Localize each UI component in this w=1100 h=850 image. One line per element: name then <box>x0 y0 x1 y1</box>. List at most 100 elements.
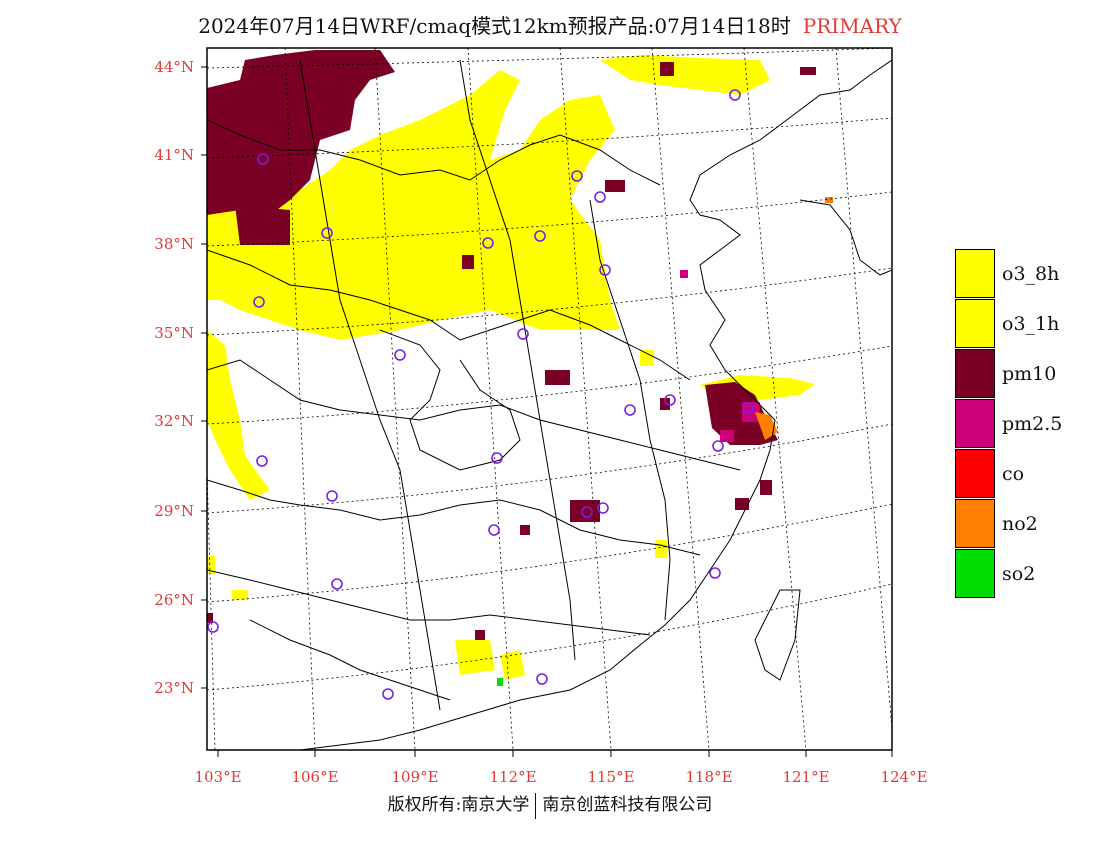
lon-line-124 <box>835 48 892 731</box>
boundary-province-5 <box>207 569 651 636</box>
station-marker <box>712 440 724 452</box>
station-markers <box>207 89 754 700</box>
boundary-province-9 <box>379 329 521 471</box>
lat-label: 32°N <box>154 412 194 430</box>
copyright-company: 南京创蓝科技有限公司 <box>542 795 713 815</box>
o3-region-northeast <box>600 55 770 95</box>
legend-label: o3_1h <box>1002 313 1060 335</box>
lat-label: 35°N <box>154 324 194 342</box>
map-title: 2024年07月14日WRF/cmaq模式12km预报产品:07月14日18时 P… <box>0 10 1100 39</box>
legend-item-pm25: pm2.5 <box>955 399 1095 449</box>
boundary-province-2 <box>207 249 691 381</box>
boundary-province-10 <box>249 619 451 701</box>
no2-spot-2 <box>825 197 833 203</box>
station-marker <box>571 170 583 182</box>
station-marker <box>382 688 394 700</box>
pm10-spot-4 <box>462 255 474 269</box>
boundary-taiwan <box>754 589 801 681</box>
lat-label: 29°N <box>154 502 194 520</box>
station-marker <box>326 490 338 502</box>
lon-label: 106°E <box>291 768 338 786</box>
lon-label: 112°E <box>489 768 536 786</box>
pm10-region-yangtze <box>705 382 778 445</box>
pollutant-legend: o3_8h o3_1h pm10 pm2.5 co no2 so2 <box>955 249 1095 599</box>
station-marker <box>594 191 606 203</box>
longitude-labels: 103°E 106°E 109°E 112°E 115°E 118°E 121°E 124°E <box>194 768 927 786</box>
primary-tag: PRIMARY <box>802 14 902 38</box>
pm10-spot-6 <box>545 370 570 385</box>
lon-line-112 <box>467 48 514 750</box>
o3-spot-3 <box>207 556 215 574</box>
pm10-spot-5 <box>570 500 600 522</box>
latitude-labels: 44°N 41°N 38°N 35°N 32°N 29°N 26°N 23°N <box>154 58 194 697</box>
legend-swatch <box>955 499 995 548</box>
legend-item-o3_8h: o3_8h <box>955 249 1095 299</box>
o3-spot-2 <box>232 590 248 600</box>
legend-label: no2 <box>1002 513 1038 535</box>
legend-swatch <box>955 549 995 598</box>
station-marker <box>664 394 676 406</box>
station-marker <box>331 578 343 590</box>
station-marker <box>624 404 636 416</box>
lon-label: 118°E <box>685 768 732 786</box>
o3-region-north <box>207 70 620 340</box>
legend-swatch <box>955 449 995 498</box>
legend-label: pm10 <box>1002 363 1057 385</box>
legend-swatch <box>955 249 995 298</box>
boundary-province-8 <box>589 199 671 621</box>
lon-label: 115°E <box>587 768 634 786</box>
pm10-spot-11 <box>207 613 213 623</box>
station-marker <box>536 673 548 685</box>
station-marker <box>256 455 268 467</box>
station-marker <box>491 452 503 464</box>
lon-line-109 <box>374 48 416 750</box>
copyright-owner: 版权所有:南京大学 <box>387 795 530 815</box>
station-marker <box>729 89 741 101</box>
station-marker <box>394 349 406 361</box>
lat-label: 44°N <box>154 58 194 76</box>
pm10-spot-2 <box>800 67 816 75</box>
o3-spot-1 <box>655 540 667 558</box>
boundary-province-4 <box>207 479 701 556</box>
pm10-spot-7 <box>760 480 772 495</box>
so2-spot-1 <box>497 678 503 686</box>
boundaries <box>207 59 892 750</box>
pm10-spot-10 <box>660 398 670 410</box>
legend-label: pm2.5 <box>1002 413 1063 435</box>
no2-spot-1 <box>755 412 778 440</box>
lat-line-23 <box>207 583 892 691</box>
map-title-text: 2024年07月14日WRF/cmaq模式12km预报产品:07月14日18时 <box>198 14 791 38</box>
o3-region-south-2 <box>500 650 525 680</box>
station-marker <box>253 296 265 308</box>
legend-swatch <box>955 299 995 348</box>
pm10-spot-3 <box>605 180 625 192</box>
axis-ticks <box>201 66 893 757</box>
lat-label: 23°N <box>154 679 194 697</box>
station-marker <box>257 153 269 165</box>
o3-regions <box>207 55 815 680</box>
boundary-korea <box>799 199 892 276</box>
station-marker <box>488 524 500 536</box>
pm10-region-northwest <box>207 50 395 215</box>
pm25-spot-3 <box>680 270 688 278</box>
pm10-spot-9 <box>520 525 530 535</box>
lon-line-103 <box>207 455 216 750</box>
lat-label: 38°N <box>154 235 194 253</box>
legend-label: o3_8h <box>1002 263 1060 285</box>
lon-label: 124°E <box>880 768 927 786</box>
boundary-province-3 <box>207 359 741 471</box>
pm10-regions <box>207 50 816 640</box>
lat-line-32 <box>207 345 892 425</box>
copyright: 版权所有:南京大学 南京创蓝科技有限公司 <box>0 790 1100 819</box>
lat-line-35 <box>207 267 892 336</box>
station-marker <box>599 264 611 276</box>
pm10-spot-12 <box>735 498 749 510</box>
lon-line-106 <box>284 48 316 750</box>
legend-item-co: co <box>955 449 1095 499</box>
lat-label: 26°N <box>154 591 194 609</box>
station-marker <box>597 502 609 514</box>
graticule <box>207 48 892 750</box>
station-marker <box>482 237 494 249</box>
station-marker <box>534 230 546 242</box>
